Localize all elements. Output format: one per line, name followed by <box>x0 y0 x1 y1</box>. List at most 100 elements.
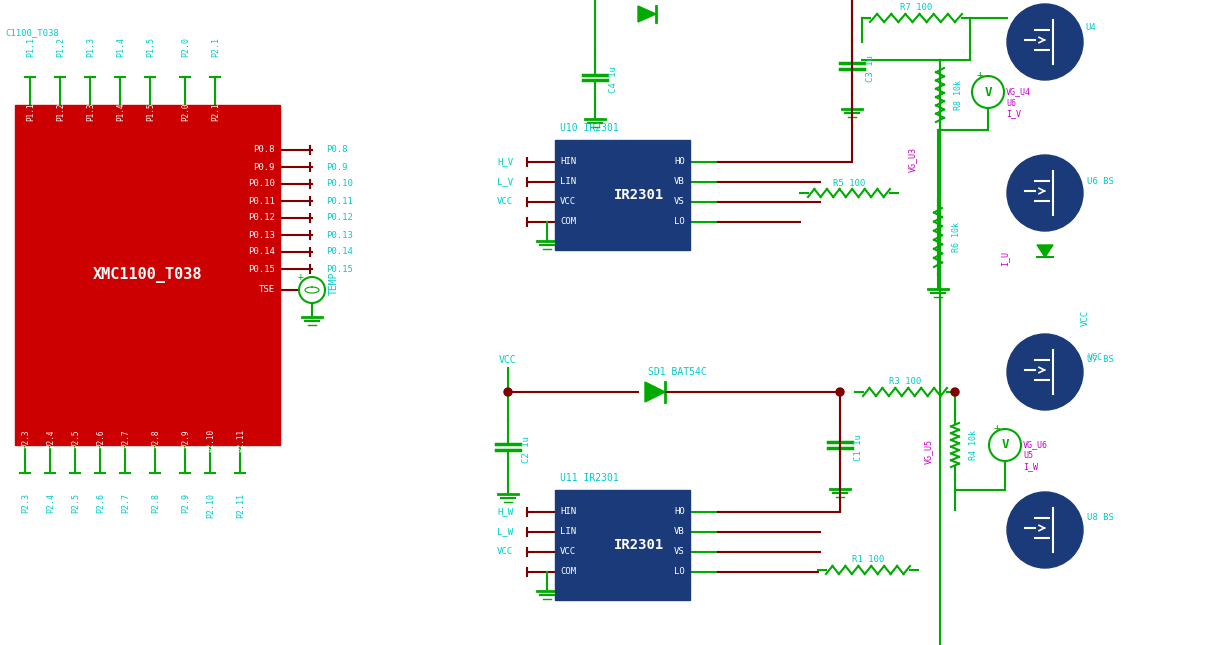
Text: VG_U3: VG_U3 <box>908 148 916 172</box>
Text: LIN: LIN <box>560 528 576 537</box>
Text: C1100_T038: C1100_T038 <box>5 28 59 37</box>
Text: P2.5: P2.5 <box>72 493 81 513</box>
Text: R7 100: R7 100 <box>899 3 932 12</box>
Text: LO: LO <box>675 217 686 226</box>
Text: VB: VB <box>675 528 686 537</box>
Polygon shape <box>1037 245 1053 257</box>
Text: C2 1u: C2 1u <box>522 437 532 464</box>
Text: XMC1100_T038: XMC1100_T038 <box>93 267 203 283</box>
Circle shape <box>951 388 959 396</box>
Text: R3 100: R3 100 <box>888 377 921 386</box>
Text: HIN: HIN <box>560 508 576 517</box>
Text: H_V: H_V <box>497 157 513 166</box>
Text: U7 BS: U7 BS <box>1088 355 1114 364</box>
Text: VCC: VCC <box>500 355 517 365</box>
Text: R1 100: R1 100 <box>852 555 885 564</box>
Text: V: V <box>984 86 992 99</box>
Text: IR2301: IR2301 <box>613 188 664 202</box>
Text: H_W: H_W <box>497 508 513 517</box>
Text: P2.1: P2.1 <box>211 103 220 121</box>
Text: C4 1u: C4 1u <box>609 66 618 94</box>
Circle shape <box>1007 155 1083 231</box>
Circle shape <box>1007 492 1083 568</box>
Text: P0.10: P0.10 <box>326 179 353 188</box>
Text: P1.1: P1.1 <box>27 37 35 57</box>
Text: +: + <box>976 70 984 80</box>
Text: U5: U5 <box>1023 451 1033 461</box>
Text: P2.0: P2.0 <box>182 37 191 57</box>
Text: HO: HO <box>675 508 686 517</box>
Text: R5 100: R5 100 <box>833 179 865 188</box>
Text: COM: COM <box>560 568 576 577</box>
Text: TSE: TSE <box>259 286 275 295</box>
Text: P0.12: P0.12 <box>326 213 353 223</box>
Text: VCC: VCC <box>560 548 576 557</box>
Text: P0.14: P0.14 <box>326 248 353 257</box>
Polygon shape <box>645 382 665 402</box>
Text: TEMP: TEMP <box>329 272 338 295</box>
Text: HO: HO <box>675 157 686 166</box>
Bar <box>555 140 690 250</box>
Text: P0.13: P0.13 <box>248 230 275 239</box>
Text: P2.10: P2.10 <box>207 429 215 452</box>
Text: C1 1u: C1 1u <box>854 434 863 461</box>
Text: P0.14: P0.14 <box>248 248 275 257</box>
Text: V: V <box>1001 439 1008 451</box>
Text: LO: LO <box>675 568 686 577</box>
Text: P2.0: P2.0 <box>182 103 191 121</box>
Text: P2.9: P2.9 <box>182 493 191 513</box>
Text: VCC: VCC <box>497 197 513 206</box>
Text: L_V: L_V <box>497 177 513 186</box>
Text: P1.4: P1.4 <box>116 37 126 57</box>
Text: VS: VS <box>675 548 686 557</box>
Text: I_V: I_V <box>1006 110 1022 119</box>
Text: VCC: VCC <box>497 548 513 557</box>
Text: R6 10k: R6 10k <box>952 223 960 252</box>
Text: U6 BS: U6 BS <box>1088 177 1114 186</box>
Text: P2.5: P2.5 <box>72 429 81 448</box>
Circle shape <box>1007 334 1083 410</box>
Text: P2.6: P2.6 <box>97 493 105 513</box>
Text: P2.9: P2.9 <box>182 429 191 448</box>
Text: P2.11: P2.11 <box>237 493 246 518</box>
Circle shape <box>836 388 844 396</box>
Text: P1.5: P1.5 <box>147 37 155 57</box>
Polygon shape <box>638 6 656 22</box>
Text: P2.1: P2.1 <box>211 37 220 57</box>
Text: +: + <box>993 423 1001 433</box>
Text: IR2301: IR2301 <box>613 538 664 552</box>
Text: U11 IR2301: U11 IR2301 <box>560 473 618 483</box>
Text: P0.10: P0.10 <box>248 179 275 188</box>
Text: VG_U5: VG_U5 <box>924 439 932 464</box>
Text: P2.4: P2.4 <box>46 493 55 513</box>
Text: U10 IR2301: U10 IR2301 <box>560 123 618 133</box>
Text: P0.11: P0.11 <box>326 197 353 206</box>
Text: VCC: VCC <box>560 197 576 206</box>
Text: P0.9: P0.9 <box>253 163 275 172</box>
Text: P2.8: P2.8 <box>152 429 160 448</box>
Text: P0.11: P0.11 <box>248 197 275 206</box>
Text: P0.15: P0.15 <box>326 264 353 273</box>
Text: R4 10k: R4 10k <box>969 430 978 460</box>
Text: P1.1: P1.1 <box>27 103 35 121</box>
Text: I_U: I_U <box>1001 250 1009 266</box>
Text: I_W: I_W <box>1023 462 1037 471</box>
Text: VB: VB <box>675 177 686 186</box>
Text: U6: U6 <box>1006 99 1015 108</box>
Text: P0.8: P0.8 <box>253 146 275 155</box>
Text: +: + <box>298 272 304 282</box>
Text: P0.15: P0.15 <box>248 264 275 273</box>
Circle shape <box>1007 4 1083 80</box>
Text: L_W: L_W <box>497 528 513 537</box>
Text: P2.3: P2.3 <box>22 493 31 513</box>
Text: SD1 BAT54C: SD1 BAT54C <box>648 367 706 377</box>
Text: P1.2: P1.2 <box>56 103 66 121</box>
Text: VG_U4: VG_U4 <box>1006 88 1031 97</box>
Text: P2.4: P2.4 <box>46 429 55 448</box>
Bar <box>555 490 690 600</box>
Text: P1.3: P1.3 <box>87 37 95 57</box>
Text: P0.9: P0.9 <box>326 163 347 172</box>
Text: VS: VS <box>675 197 686 206</box>
Text: R8 10k: R8 10k <box>954 80 963 110</box>
Text: P0.13: P0.13 <box>326 230 353 239</box>
